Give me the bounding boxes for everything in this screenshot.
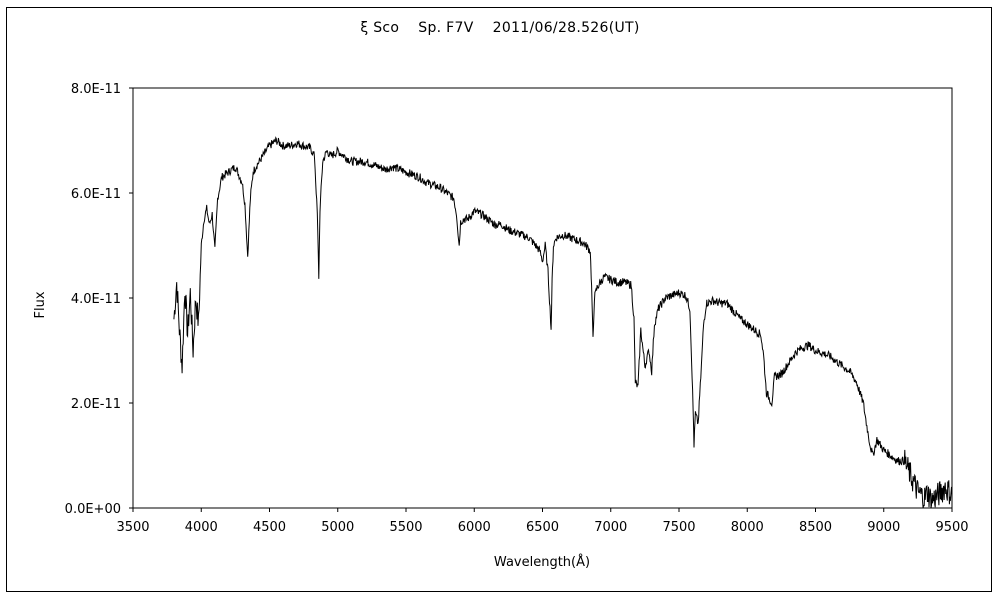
x-tick-label: 5000 — [321, 520, 354, 535]
x-tick-label: 5500 — [389, 520, 422, 535]
x-tick-label: 7000 — [594, 520, 627, 535]
x-axis-title: Wavelength(Å) — [494, 554, 590, 570]
x-tick-label: 6000 — [458, 520, 491, 535]
y-tick-label: 4.0E-11 — [71, 292, 121, 307]
y-tick-label: 6.0E-11 — [71, 187, 121, 202]
x-tick-label: 8500 — [799, 520, 832, 535]
x-tick-label: 4000 — [185, 520, 218, 535]
x-tick-label: 9000 — [867, 520, 900, 535]
spectrum-line — [173, 136, 953, 509]
x-tick-label: 3500 — [116, 520, 149, 535]
chart-title: ξ Sco Sp. F7V 2011/06/28.526(UT) — [360, 20, 640, 36]
x-tick-label: 8000 — [731, 520, 764, 535]
x-tick-label: 6500 — [526, 520, 559, 535]
x-tick-label: 4500 — [253, 520, 286, 535]
x-tick-label: 7500 — [662, 520, 695, 535]
y-axis-title: Flux — [33, 291, 48, 318]
tick-group: 3500 4000 4500 5000 5500 6000 6500 7000 7500 8000… — [65, 82, 969, 535]
y-tick-label: 2.0E-11 — [71, 397, 121, 412]
y-tick-label: 0.0E+00 — [65, 502, 121, 517]
y-tick-label: 8.0E-11 — [71, 82, 121, 97]
plot-area — [132, 87, 953, 509]
x-tick-label: 9500 — [935, 520, 968, 535]
